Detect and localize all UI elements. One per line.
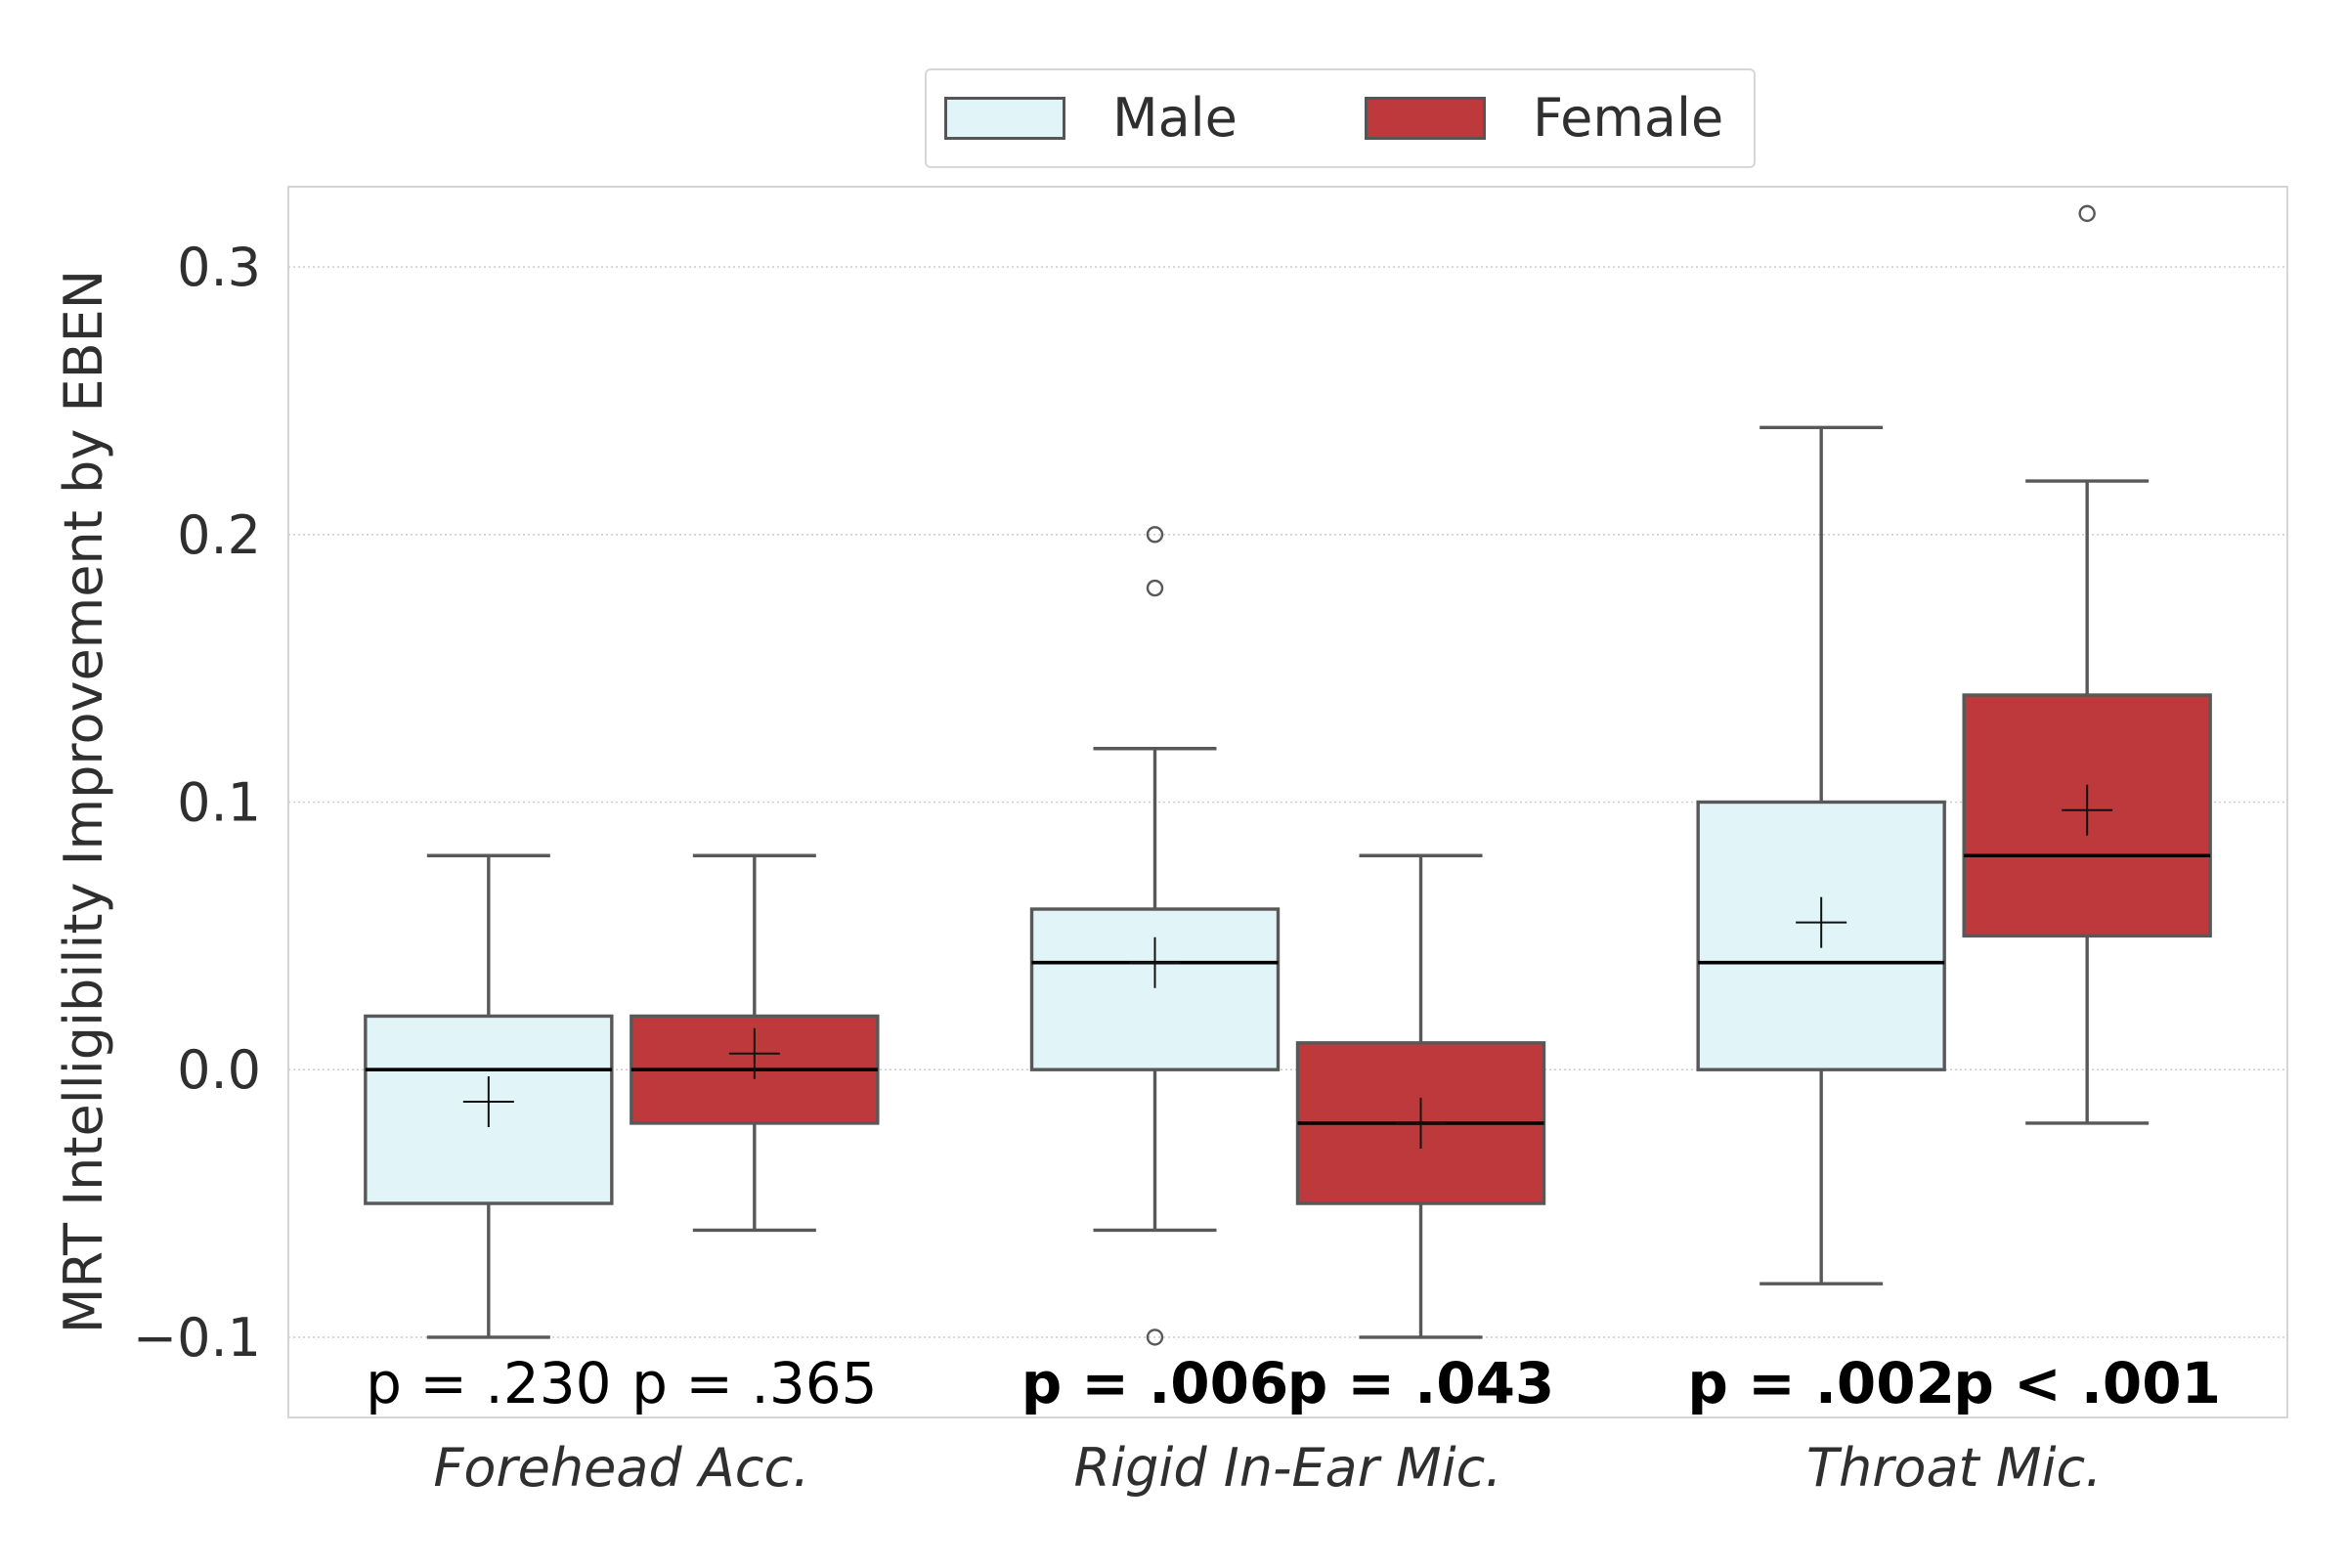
legend-label-female: Female [1533, 87, 1724, 149]
y-tick-label: −0.1 [133, 1307, 261, 1369]
x-tick-label: Rigid In-Ear Mic. [1074, 1437, 1502, 1499]
box-female-3 [1962, 204, 2212, 1125]
x-tick-label: Throat Mic. [1806, 1437, 2102, 1499]
y-axis-label: MRT Intelligibility Improvement by EBEN [53, 270, 114, 1333]
p-value-annotation: p < .001 [1953, 1350, 2221, 1416]
box-female-2 [1295, 853, 1546, 1339]
y-tick-label: 0.3 [177, 237, 261, 298]
box-male-3 [1696, 425, 1946, 1285]
outlier-point [2078, 204, 2096, 223]
box-male-1 [364, 853, 614, 1339]
y-tick-label: 0.1 [177, 772, 261, 834]
p-value-annotation: p = .043 [1287, 1350, 1555, 1416]
box-female-1 [630, 853, 880, 1233]
legend-swatch-male [944, 97, 1065, 140]
p-value-annotation: p = .002 [1687, 1350, 1955, 1416]
box-male-2 [1029, 526, 1281, 1346]
outlier-point [1146, 1328, 1164, 1346]
legend-item-female: Female [1365, 70, 1723, 166]
x-tick-label: Forehead Acc. [433, 1437, 809, 1499]
legend: Male Female [925, 68, 1756, 168]
box-layer [364, 204, 2212, 1346]
legend-item-male: Male [944, 70, 1238, 166]
p-value-annotation: p = .006 [1021, 1350, 1289, 1416]
axis-layer: −0.1 0.0 0.1 0.2 0.3 Forehead Acc. Rigid In-Ea… [133, 237, 2221, 1499]
grid-layer [287, 186, 2288, 1418]
legend-label-male: Male [1112, 87, 1238, 149]
y-tick-label: 0.2 [177, 504, 261, 566]
y-tick-label: 0.0 [177, 1039, 261, 1101]
outlier-point [1146, 526, 1164, 544]
p-value-annotation: p = .365 [631, 1350, 877, 1416]
p-value-annotation: p = .230 [366, 1350, 611, 1416]
outlier-point [1146, 579, 1164, 597]
legend-swatch-female [1365, 97, 1486, 140]
box-iqr [1029, 907, 1281, 1071]
